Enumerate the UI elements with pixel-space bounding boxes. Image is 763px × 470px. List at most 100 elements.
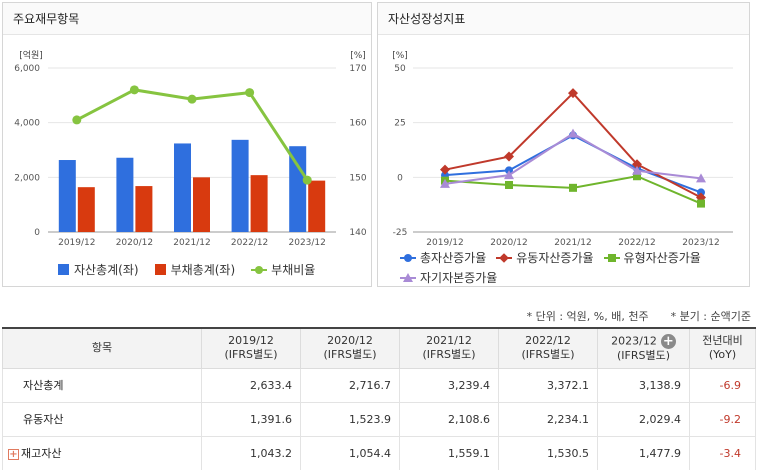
legend-item[interactable]: 부채비율 <box>251 261 315 278</box>
cell-value: 1,559.1 <box>399 436 499 470</box>
bar <box>135 186 153 232</box>
data-point <box>568 88 578 99</box>
cell-yoy: -9.2 <box>689 402 756 437</box>
y-tick-label: 2,000 <box>14 173 40 183</box>
legend-label: 부채총계(좌) <box>170 263 236 277</box>
legend-item[interactable]: 총자산증가율 <box>400 249 486 266</box>
financial-table: 항목 2019/12 (IFRS별도) 2020/12 (IFRS별도) 2021/… <box>2 327 756 470</box>
legend-line-marker <box>400 253 416 263</box>
legend-item[interactable]: 유동자산증가율 <box>496 249 594 266</box>
data-point <box>440 164 450 175</box>
unit-note: * 단위 : 억원, %, 배, 천주 <box>526 310 649 323</box>
table-notes: * 단위 : 억원, %, 배, 천주 * 분기 : 순액기준 <box>527 308 751 324</box>
table-header-row: 항목 2019/12 (IFRS별도) 2020/12 (IFRS별도) 2021/… <box>2 327 756 369</box>
x-tick-label: 2019/12 <box>58 238 95 248</box>
bar <box>77 187 95 232</box>
series-line <box>444 91 702 199</box>
add-column-icon[interactable]: + <box>660 333 676 349</box>
y-tick-label: 6,000 <box>14 64 40 74</box>
bar <box>231 139 249 232</box>
y-tick-label: 4,000 <box>14 119 40 129</box>
cell-value: 1,391.6 <box>201 402 301 437</box>
cell-value: 2,234.1 <box>498 402 598 437</box>
legend-item[interactable]: 유형자산증가율 <box>603 249 701 266</box>
header-period: 2020/12 (IFRS별도) <box>300 327 400 369</box>
bar <box>193 177 210 232</box>
data-point <box>633 172 641 181</box>
cell-value: 3,138.9 <box>597 368 690 403</box>
cell-value: 1,477.9 <box>597 436 690 470</box>
panel-title: 자산성장성지표 <box>378 3 749 35</box>
cell-value: 2,633.4 <box>201 368 301 403</box>
data-point <box>632 165 642 175</box>
bar <box>58 160 76 232</box>
table-row: 유동자산 1,391.6 1,523.9 2,108.6 2,234.1 2,0… <box>2 402 756 437</box>
panel-title: 주요재무항목 <box>3 3 371 35</box>
y-tick-label: 25 <box>394 119 405 129</box>
x-tick-label: 2020/12 <box>490 238 527 248</box>
legend-label: 총자산증가율 <box>420 251 487 265</box>
data-point <box>504 151 514 162</box>
y2-tick-label: 160 <box>349 119 366 129</box>
expand-plus-icon[interactable]: + <box>8 448 19 460</box>
asset-growth-chart: [%] 50 25 0 -25 2019/12 2020/12 2021/12 2022/12 2… <box>392 51 733 248</box>
cell-value: 1,054.4 <box>300 436 400 470</box>
y-tick-label: 0 <box>34 228 40 238</box>
header-period: 2023/12 + (IFRS별도) <box>597 327 690 369</box>
row-label: 유동자산 <box>2 402 202 437</box>
legend-swatch <box>154 264 166 275</box>
data-point <box>568 128 578 138</box>
cell-yoy: -6.9 <box>689 368 756 403</box>
legend-label: 자산총계(좌) <box>74 263 139 277</box>
header-period: 2019/12 (IFRS별도) <box>201 327 301 369</box>
asset-growth-panel: 자산성장성지표 [%] 50 25 0 -25 2019/12 2020/12 2021/12… <box>377 2 750 287</box>
row-label: 자산총계 <box>2 368 202 403</box>
y-tick-label: 0 <box>397 173 403 183</box>
legend-swatch <box>58 264 69 275</box>
y2-axis-unit: [%] <box>350 51 366 61</box>
legend-line-marker <box>496 252 513 263</box>
y2-tick-label: 170 <box>349 64 366 74</box>
data-point <box>696 173 706 183</box>
data-point <box>697 199 705 208</box>
x-tick-label: 2022/12 <box>231 238 268 248</box>
x-tick-label: 2023/12 <box>289 238 326 248</box>
ratio-point <box>129 85 139 95</box>
legend-item[interactable]: 부채총계(좌) <box>154 261 236 278</box>
cell-value: 1,043.2 <box>201 436 301 470</box>
data-point <box>505 180 513 189</box>
data-point <box>569 183 577 192</box>
table-row[interactable]: + 재고자산 1,043.2 1,054.4 1,559.1 1,530.5 1,… <box>2 436 756 470</box>
financial-items-chart: [억원] [%] 6,000 4,000 2,000 0 170 160 150 140 2019/… <box>14 49 367 248</box>
legend-label: 자기자본증가율 <box>420 271 498 285</box>
series-line <box>444 132 702 185</box>
header-item: 항목 <box>2 327 202 369</box>
data-point <box>697 188 705 197</box>
ratio-point <box>302 175 312 185</box>
cell-value: 1,530.5 <box>498 436 598 470</box>
cell-value: 3,239.4 <box>399 368 499 403</box>
data-point <box>440 178 450 188</box>
cell-yoy: -3.4 <box>689 436 756 470</box>
x-tick-label: 2020/12 <box>116 238 153 248</box>
x-tick-label: 2021/12 <box>554 238 591 248</box>
bar <box>250 175 268 232</box>
y2-tick-label: 150 <box>349 173 366 183</box>
row-label[interactable]: + 재고자산 <box>2 436 202 470</box>
legend-label: 부채비율 <box>271 263 316 277</box>
data-point <box>632 159 642 170</box>
y-axis-unit: [억원] <box>19 49 43 61</box>
legend-item[interactable]: 자산총계(좌) <box>58 261 139 278</box>
legend-line-marker <box>400 272 416 283</box>
header-yoy: 전년대비 (YoY) <box>689 327 756 369</box>
data-point <box>504 170 514 180</box>
ratio-point <box>72 115 82 125</box>
cell-value: 1,523.9 <box>300 402 400 437</box>
x-tick-label: 2019/12 <box>426 238 463 248</box>
cell-value: 2,108.6 <box>399 402 499 437</box>
cell-value: 3,372.1 <box>498 368 598 403</box>
legend-line-marker <box>603 253 620 263</box>
x-tick-label: 2021/12 <box>173 238 210 248</box>
legend-item[interactable]: 자기자본증가율 <box>400 269 497 286</box>
ratio-point <box>245 88 255 98</box>
